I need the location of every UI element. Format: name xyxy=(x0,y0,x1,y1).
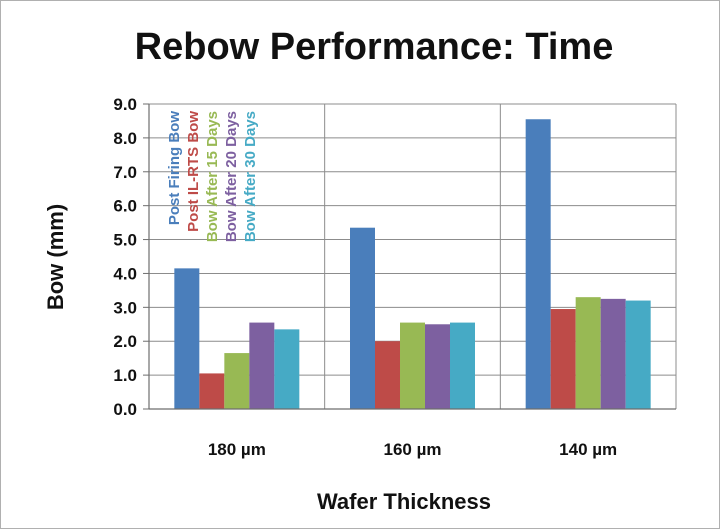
legend: Post Firing Bow Post IL-RTS Bow Bow After … xyxy=(166,111,259,242)
category-label: 140 µm xyxy=(559,440,617,459)
category-labels: 180 µm 160 µm 140 µm xyxy=(208,440,617,459)
x-axis-title: Wafer Thickness xyxy=(317,489,491,514)
bars xyxy=(174,119,651,409)
y-tick-label: 9.0 xyxy=(113,95,137,114)
legend-entry: Bow After 15 Days xyxy=(204,111,221,242)
y-tick-label: 5.0 xyxy=(113,231,137,250)
bar xyxy=(625,300,651,409)
legend-entry: Post Firing Bow xyxy=(166,111,183,225)
bar xyxy=(450,322,475,409)
y-tick-label: 0.0 xyxy=(113,400,137,419)
category-dividers xyxy=(324,104,677,409)
bar xyxy=(274,329,300,409)
legend-entry: Bow After 30 Days xyxy=(242,111,259,242)
bar xyxy=(525,119,551,409)
y-tick-label: 1.0 xyxy=(113,366,137,385)
y-tick-label: 7.0 xyxy=(113,163,137,182)
y-tick-label: 2.0 xyxy=(113,332,137,351)
y-tick-labels: 0.0 1.0 2.0 3.0 4.0 5.0 6.0 7.0 8.0 9.0 xyxy=(113,95,137,419)
y-tick-label: 4.0 xyxy=(113,264,137,283)
y-tick-label: 3.0 xyxy=(113,298,137,317)
legend-entry: Bow After 20 Days xyxy=(223,111,240,242)
bar xyxy=(375,341,400,409)
bar xyxy=(575,297,601,409)
y-axis-title: Bow (mm) xyxy=(43,204,68,310)
bar xyxy=(350,227,375,409)
legend-entry: Post IL-RTS Bow xyxy=(185,111,202,232)
gridlines xyxy=(149,103,676,376)
bar xyxy=(174,268,200,409)
bar xyxy=(425,324,450,409)
chart-title: Rebow Performance: Time xyxy=(135,26,614,68)
bar xyxy=(400,322,425,409)
axes xyxy=(143,103,676,410)
bar xyxy=(199,373,225,409)
y-tick-label: 6.0 xyxy=(113,197,137,216)
category-label: 160 µm xyxy=(384,440,442,459)
bar xyxy=(224,353,250,409)
category-label: 180 µm xyxy=(208,440,266,459)
y-tick-label: 8.0 xyxy=(113,129,137,148)
bar xyxy=(550,309,576,409)
bar xyxy=(600,298,626,409)
bar xyxy=(249,322,275,409)
